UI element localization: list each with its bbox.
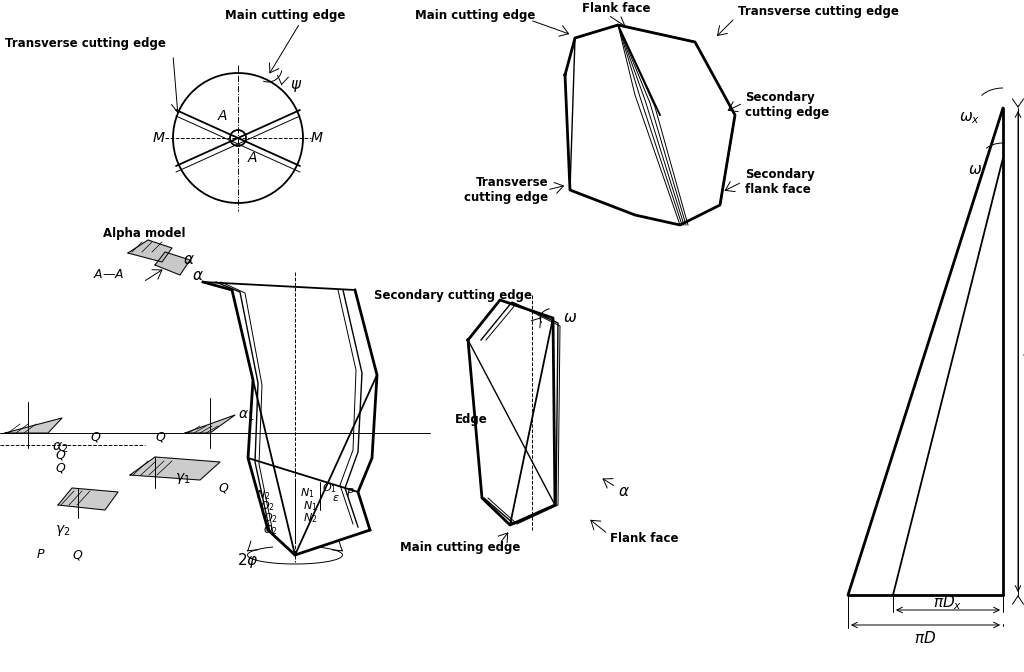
Polygon shape [128,240,172,262]
Text: M: M [311,131,323,145]
Text: Transverse cutting edge: Transverse cutting edge [5,36,166,50]
Polygon shape [5,418,62,433]
Text: $\alpha_2$: $\alpha_2$ [52,441,69,455]
Text: $2\varphi$: $2\varphi$ [238,550,259,569]
Polygon shape [185,415,234,433]
Text: $\pi D_x$: $\pi D_x$ [933,593,963,612]
Text: $O_2$: $O_2$ [263,523,278,537]
Text: $\gamma_1$: $\gamma_1$ [175,470,190,485]
Text: $\pi D$: $\pi D$ [914,630,937,646]
Text: Alpha model: Alpha model [103,226,185,239]
Text: Secondary
cutting edge: Secondary cutting edge [745,91,829,119]
Text: Flank face: Flank face [582,1,650,15]
Text: P: P [37,548,44,562]
Text: Main cutting edge: Main cutting edge [415,9,536,22]
Text: Transverse
cutting edge: Transverse cutting edge [464,176,548,204]
Text: Flank face: Flank face [610,532,679,544]
Text: M: M [153,131,165,145]
Text: $\alpha_1$: $\alpha_1$ [238,409,254,423]
Text: Secondary cutting edge: Secondary cutting edge [374,288,532,302]
Polygon shape [58,488,118,510]
Text: Q: Q [55,448,65,462]
Text: A: A [247,151,257,165]
Text: P: P [347,488,353,498]
Text: $\alpha$: $\alpha$ [618,485,630,499]
Text: Q: Q [55,462,65,474]
Text: $A$—$A$: $A$—$A$ [93,269,124,282]
Text: Main cutting edge: Main cutting edge [399,540,520,554]
Text: $\omega$: $\omega$ [968,163,982,177]
Text: $N_2$: $N_2$ [256,488,270,502]
Text: Transverse cutting edge: Transverse cutting edge [738,5,899,19]
Text: $\psi$: $\psi$ [290,78,302,94]
Text: $\omega_x$: $\omega_x$ [959,110,981,126]
Text: $\omega$: $\omega$ [563,310,578,325]
Text: A: A [217,109,226,123]
Text: $O_2$: $O_2$ [260,499,275,513]
Text: $O_1$: $O_1$ [322,481,337,495]
Text: $N_1$: $N_1$ [300,486,314,500]
Text: Secondary
flank face: Secondary flank face [745,168,815,196]
Text: Q: Q [72,548,82,562]
Text: $\alpha$: $\alpha$ [183,253,195,267]
Text: $\gamma_2$: $\gamma_2$ [55,523,71,538]
Polygon shape [155,252,190,275]
Text: Q: Q [155,431,165,444]
Text: $\alpha$: $\alpha$ [193,269,204,284]
Text: $\varepsilon$: $\varepsilon$ [332,493,340,503]
Text: $O_2$: $O_2$ [263,511,278,525]
Polygon shape [130,457,220,480]
Text: Main cutting edge: Main cutting edge [225,9,345,22]
Text: Edge: Edge [455,413,487,427]
Text: Q: Q [90,431,100,444]
Text: $N_2$: $N_2$ [303,511,317,525]
Text: $N_1$: $N_1$ [303,499,317,513]
Text: Q: Q [218,482,228,495]
